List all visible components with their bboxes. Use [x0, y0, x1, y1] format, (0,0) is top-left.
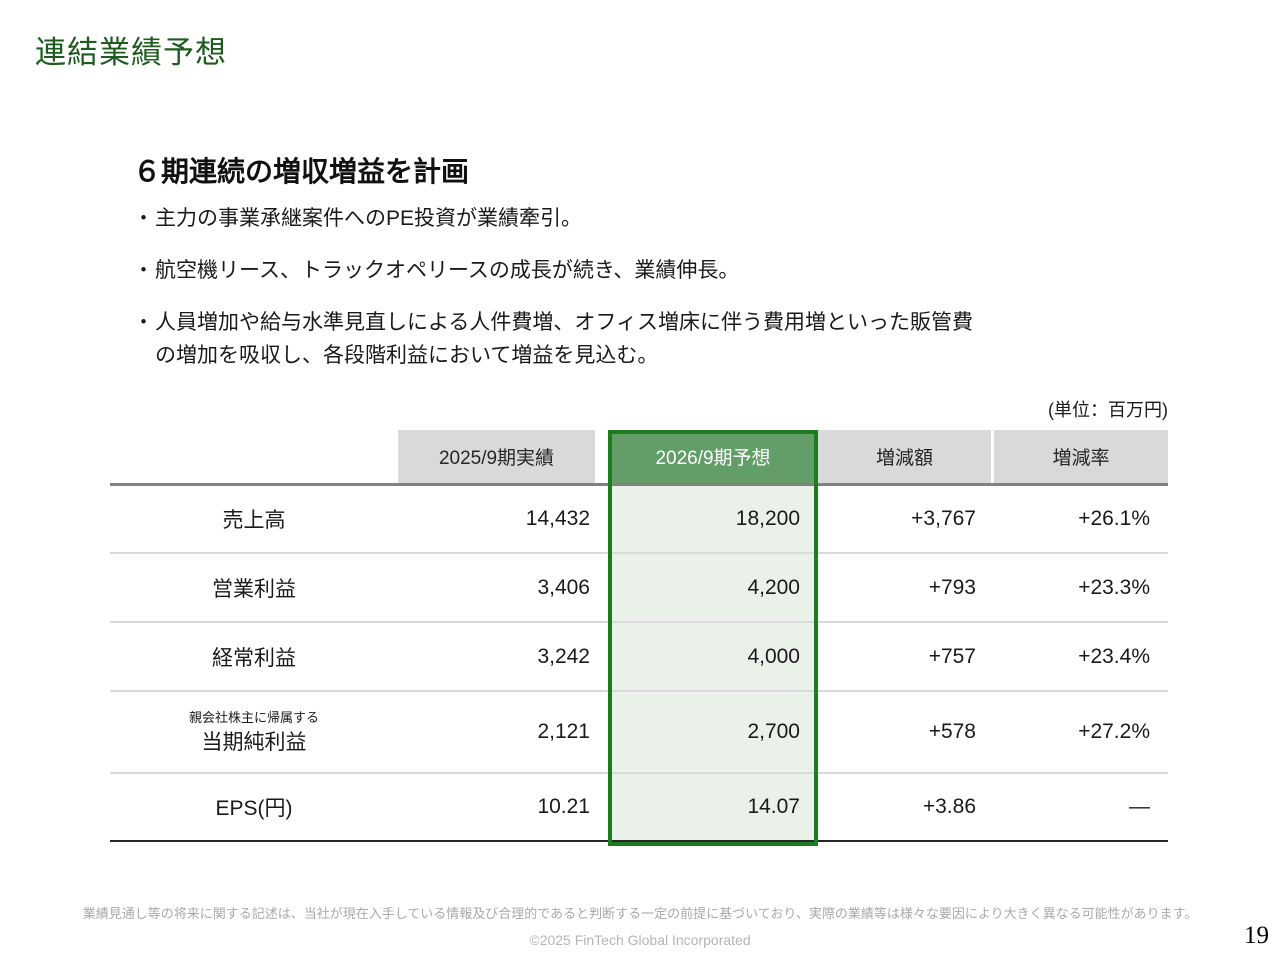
bullet-text: 人員増加や給与水準見直しによる人件費増、オフィス増床に伴う費用増といった販管費 …: [155, 311, 973, 367]
cell-change-rate: +26.1%: [1078, 507, 1150, 530]
bullet-marker: ・: [133, 259, 154, 282]
cell-actual: 2,121: [537, 720, 590, 743]
cell-actual: 3,242: [537, 644, 590, 668]
header-cell-change-amount: 増減額: [818, 430, 994, 483]
unit-label: (単位：百万円): [1048, 400, 1168, 420]
cell-change-amount: +578: [928, 720, 976, 743]
disclaimer-text: 業績見通し等の将来に関する記述は、当社が現在入手している情報及び合理的であると判…: [82, 906, 1198, 921]
row-label: 営業利益: [212, 577, 296, 601]
cell-change-amount: +3.86: [922, 795, 976, 818]
forecast-table: 2025/9期実績 2026/9期予想 増減額 増減率 売上高 14,432 1…: [110, 430, 1168, 846]
title-underline-gradient-bar: [0, 78, 1280, 94]
bullet-item: ・ 主力の事業承継案件へのPE投資が業績牽引。: [133, 202, 1133, 235]
copyright-text: ©2025 FinTech Global Incorporated: [529, 932, 751, 948]
bullet-marker: ・: [133, 311, 154, 334]
cell-forecast: 4,200: [608, 554, 818, 621]
cell-change-amount: +757: [928, 644, 976, 668]
cell-forecast: 14.07: [608, 774, 818, 840]
page-number: 19: [1244, 922, 1269, 949]
table-row-net-income: 親会社株主に帰属する 当期純利益 2,121 2,700 +578 +27.2%: [110, 690, 1168, 772]
cell-actual: 14,432: [525, 507, 590, 530]
cell-change-rate: —: [1129, 795, 1150, 818]
bullet-marker: ・: [133, 207, 154, 230]
header-cell-actual-2025: 2025/9期実績: [398, 430, 608, 483]
cell-change-rate: +27.2%: [1078, 720, 1150, 743]
header-cell-blank: [110, 430, 398, 483]
table-row-net-sales: 売上高 14,432 18,200 +3,767 +26.1%: [110, 483, 1168, 552]
cell-forecast: 2,700: [608, 692, 818, 772]
row-label: 売上高: [222, 509, 286, 532]
table-row-eps: EPS(円) 10.21 14.07 +3.86 —: [110, 772, 1168, 840]
header-cell-change-rate: 増減率: [994, 430, 1168, 483]
slide-title: 連結業績予想: [35, 35, 227, 70]
table-row-ordinary-profit: 経常利益 3,242 4,000 +757 +23.4%: [110, 621, 1168, 690]
cell-actual: 3,406: [537, 575, 590, 599]
bullet-text: 航空機リース、トラックオペリースの成長が続き、業績伸長。: [155, 259, 740, 282]
bullet-text: 主力の事業承継案件へのPE投資が業績牽引。: [155, 207, 583, 230]
cell-change-amount: +3,767: [911, 507, 976, 530]
row-label-note: 親会社株主に帰属する: [188, 709, 319, 725]
cell-change-rate: +23.3%: [1078, 575, 1150, 599]
row-label: 親会社株主に帰属する 当期純利益: [110, 692, 398, 772]
row-label: 経常利益: [212, 646, 296, 670]
cell-forecast: 18,200: [608, 486, 818, 552]
bullet-list: ・ 主力の事業承継案件へのPE投資が業績牽引。 ・ 航空機リース、トラックオペリ…: [133, 202, 1133, 391]
bullet-item: ・ 航空機リース、トラックオペリースの成長が続き、業績伸長。: [133, 254, 1133, 287]
table-header-row: 2025/9期実績 2026/9期予想 増減額 増減率: [110, 430, 1168, 483]
row-label: EPS(円): [215, 797, 293, 820]
cell-change-rate: +23.4%: [1078, 644, 1150, 668]
section-heading: ６期連続の増収増益を計画: [133, 156, 470, 187]
row-label-main: 当期純利益: [201, 730, 307, 754]
cell-change-amount: +793: [928, 575, 976, 599]
bullet-item: ・ 人員増加や給与水準見直しによる人件費増、オフィス増床に伴う費用増といった販管…: [133, 306, 1133, 372]
cell-actual: 10.21: [537, 795, 590, 818]
cell-forecast: 4,000: [608, 623, 818, 690]
table-row-operating-profit: 営業利益 3,406 4,200 +793 +23.3%: [110, 552, 1168, 621]
header-cell-forecast-2026: 2026/9期予想: [608, 430, 818, 483]
